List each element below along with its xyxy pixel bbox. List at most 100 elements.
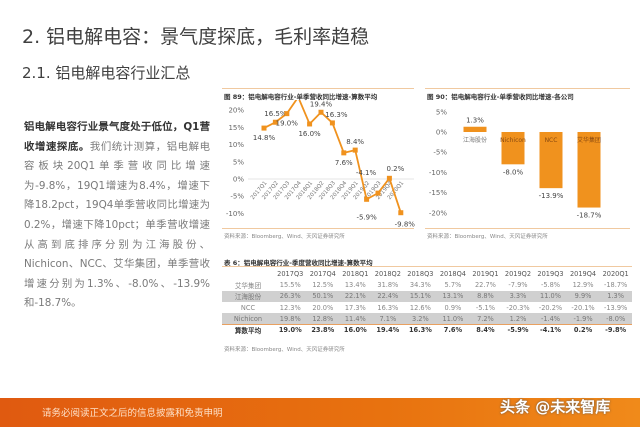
table-cell: 5.7% (444, 280, 462, 289)
table-cell: 15.1% (404, 290, 437, 302)
column-header: 2018Q4 (439, 269, 466, 278)
table-cell: -20.2% (538, 303, 563, 312)
category-label: Nichicon (500, 137, 526, 144)
column-header (222, 268, 274, 279)
data-label: -5.9% (356, 213, 377, 221)
category-label: NCC (545, 137, 558, 144)
y-tick-label: -15% (429, 189, 447, 197)
table-cell: 12.5% (312, 280, 334, 289)
table-cell: 19.0% (274, 323, 307, 336)
footer-bar (0, 398, 640, 427)
watermark-logo: 头条 @未来智库 (500, 398, 611, 416)
table-cell: 3.2% (404, 313, 437, 325)
data-label: 19.0% (276, 120, 299, 128)
table-cell: 22.4% (371, 290, 405, 302)
bar (463, 126, 487, 132)
line-chart: 30%25%20%15%10%5%0%-5%-10%-15%2017Q12017… (226, 100, 416, 228)
table-cell: 15.5% (279, 280, 301, 289)
table-cell: -20.3% (506, 303, 530, 312)
column-header: 2019Q3 (537, 269, 564, 278)
data-point (318, 109, 324, 115)
footer-disclaimer: 请务必阅读正文之后的信息披露和免责申明 (42, 408, 223, 419)
column-header: 2019Q4 (569, 269, 597, 278)
table-cell: 12.9% (572, 280, 594, 289)
data-point (398, 210, 404, 216)
table-cell: 7.2% (469, 313, 502, 325)
y-tick-label: 5% (233, 158, 244, 166)
column-header: 2017Q3 (277, 269, 304, 278)
data-point (341, 150, 347, 156)
row-label: 艾华集团 (234, 281, 262, 290)
table-row: 艾华集团 15.5% 12.5% 13.4% 31.8% 34.3% 5.7% 22.7% -7… (222, 279, 632, 290)
summary-paragraph: 铝电解电容行业景气度处于低位，Q1营收增速探底。我们统计测算，铝电解电容板块20… (24, 118, 210, 314)
column-header: 2018Q3 (407, 269, 434, 278)
bar-chart: 5% 0% -5% -10% -15% -20% 1.3% 江海股份 -8.0% Nichicon… (429, 108, 602, 219)
data-point (329, 120, 335, 126)
table-cell: -4.1% (534, 323, 567, 336)
table-cell: 19.4% (371, 323, 405, 336)
table-cell: 19.8% (274, 313, 307, 325)
data-point (307, 121, 313, 127)
chart1-bottom-rule (222, 228, 414, 229)
data-label: 16.0% (298, 130, 321, 138)
data-point (352, 147, 358, 153)
table-cell: 7.6% (436, 323, 470, 336)
data-point (272, 119, 278, 125)
table-row: 江海股份 26.3% 50.1% 22.1% 22.4% 15.1% 13.1% 8.8% 3.… (222, 290, 632, 302)
table-cell: 22.1% (339, 290, 372, 302)
table-cell: 12.8% (306, 313, 340, 325)
data-point (364, 196, 370, 202)
column-header: 2017Q4 (309, 269, 336, 278)
data-point (375, 190, 381, 196)
table-cell: 13.4% (344, 280, 366, 289)
chart1-source: 资料来源：Bloomberg、Wind、天风证券研究所 (224, 234, 345, 240)
y-tick-label: -10% (226, 210, 244, 218)
data-label: 7.6% (335, 159, 353, 167)
row-label: Nichicon (222, 313, 274, 325)
data-label: -9.8% (395, 221, 416, 228)
category-label: 江海股份 (463, 136, 487, 144)
table-cell: 0.9% (444, 303, 462, 312)
y-tick-label: -5% (230, 193, 244, 201)
y-tick-label: -20% (429, 209, 447, 217)
table-top-rule (222, 266, 632, 267)
table-cell: 31.8% (377, 280, 399, 289)
table-cell: 11.0% (534, 290, 567, 302)
bar (577, 132, 601, 208)
table-cell: 12.6% (409, 303, 431, 312)
row-label: NCC (240, 303, 256, 312)
data-point (284, 111, 290, 117)
table-cell: -7.9% (508, 280, 528, 289)
table-cell: 23.8% (306, 323, 340, 336)
table-cell: 16.3% (404, 323, 437, 336)
table-cell: -5.8% (540, 280, 561, 289)
row-label: 算数平均 (222, 323, 274, 336)
y-tick-label: 0% (436, 129, 447, 137)
table-header-row: 2017Q3 2017Q4 2018Q1 2018Q2 2018Q3 2018Q4 2019… (222, 268, 632, 279)
chart1-top-rule (222, 88, 414, 89)
data-label: 14.8% (253, 134, 276, 142)
chart2-source: 资料来源：Bloomberg、Wind、天风证券研究所 (427, 234, 548, 240)
data-label: 19.4% (310, 100, 333, 108)
table-cell: 7.1% (371, 313, 405, 325)
table-cell: 16.3% (377, 303, 399, 312)
column-header: 2018Q2 (374, 269, 401, 278)
category-label: 艾华集团 (577, 136, 601, 144)
table-cell: 26.3% (274, 290, 307, 302)
table-cell: 34.3% (409, 280, 431, 289)
data-point (386, 175, 392, 181)
subsection-heading: 2.1. 铝电解电容行业汇总 (22, 64, 191, 82)
table-cell: 22.7% (474, 280, 496, 289)
table-cell: 9.9% (566, 290, 600, 302)
data-label: 16.5% (264, 110, 287, 118)
column-header: 2019Q2 (504, 269, 532, 278)
y-tick-label: 15% (228, 124, 244, 132)
column-header: 2020Q1 (602, 269, 629, 278)
bar (501, 132, 525, 165)
table-cell: -1.9% (566, 313, 600, 325)
column-header: 2018Q1 (342, 269, 369, 278)
data-point (261, 125, 267, 131)
table-cell: 20.0% (312, 303, 334, 312)
y-tick-label: 5% (436, 108, 447, 116)
y-tick-label: -10% (429, 169, 447, 177)
